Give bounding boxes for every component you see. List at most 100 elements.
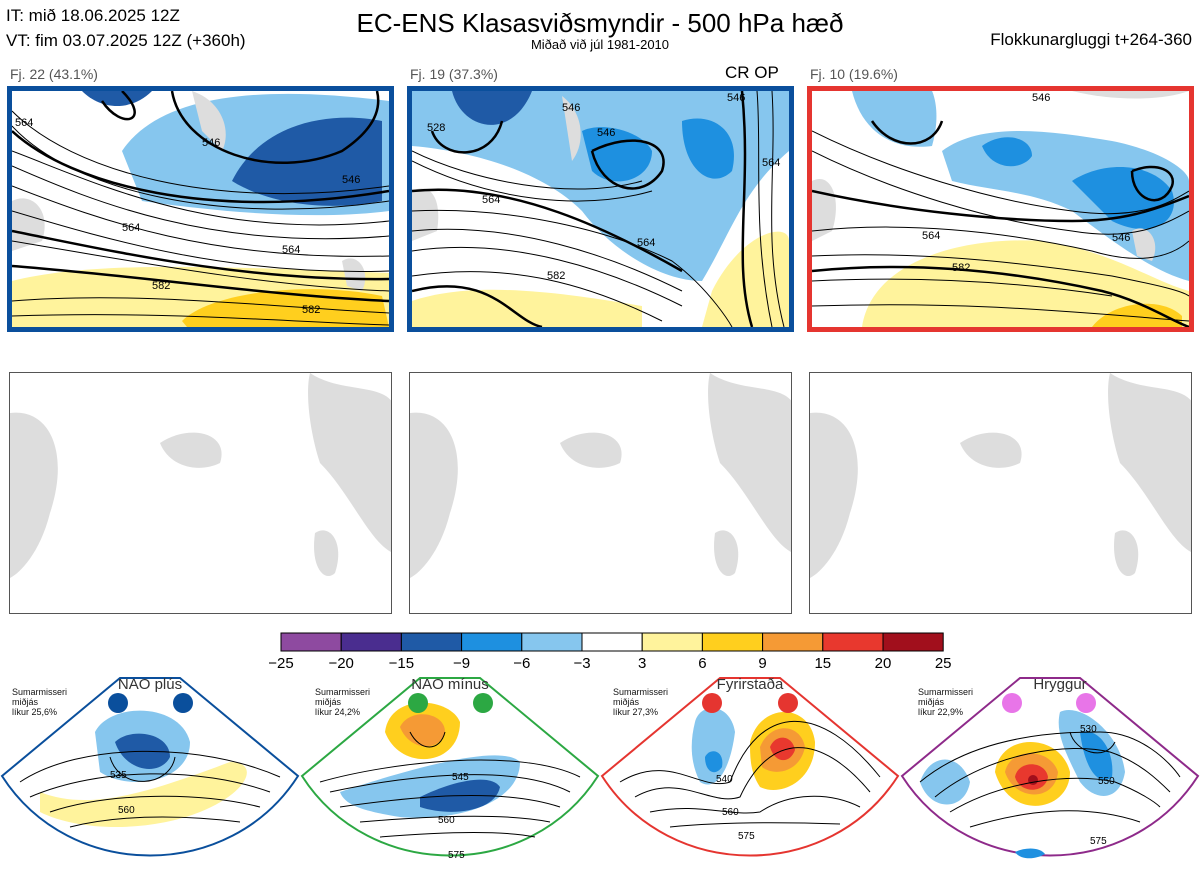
- cluster-map-3-svg: 546 564 582 546: [812, 91, 1189, 327]
- contour-label: 575: [738, 831, 755, 842]
- cluster-map-1: 564 546 546 564 582 582 564: [7, 86, 394, 332]
- contour-label: 560: [722, 807, 739, 818]
- cluster-3-label: Fj. 10 (19.6%): [810, 66, 898, 82]
- header-title-block: EC-ENS Klasasviðsmyndir - 500 hPa hæð Mi…: [0, 8, 1200, 52]
- anomaly-area: [1072, 167, 1174, 230]
- anomaly-area: [412, 289, 642, 327]
- landmass: [1072, 91, 1189, 99]
- colorbar-segment: [461, 632, 523, 652]
- contour-label: 530: [1080, 724, 1097, 735]
- contour-label: 564: [637, 237, 655, 249]
- regime-dot: [1002, 693, 1022, 713]
- contour-label: 560: [438, 815, 455, 826]
- anomaly-area: [982, 137, 1032, 167]
- cluster-map-3: 546 564 582 546: [807, 86, 1194, 332]
- regime-blocking: 540 560 575 Fyrirstaða Sumarmisseri miðjá…: [600, 672, 900, 871]
- colorbar-segment: [521, 632, 583, 652]
- contour-label: 528: [427, 122, 445, 134]
- anomaly-area: [1092, 303, 1182, 327]
- regime-nao-plus-map: 535 560: [0, 677, 300, 857]
- colorbar-segment: [762, 632, 824, 652]
- anomaly-area: [770, 737, 795, 761]
- contour-label: 582: [952, 262, 970, 274]
- landmass: [714, 530, 739, 577]
- anomaly-area: [412, 91, 789, 281]
- anomaly-area: [452, 91, 532, 125]
- colorbar-tick-label: −20: [328, 655, 354, 672]
- landmass: [562, 96, 581, 161]
- landmass: [1108, 373, 1191, 552]
- colorbar-tick-label: 20: [874, 655, 892, 672]
- contour-label: 560: [118, 805, 135, 816]
- regime-dot: [473, 693, 493, 713]
- contour-label: 546: [1032, 92, 1050, 104]
- contour-label: 575: [1090, 836, 1107, 847]
- colorbar-segment: [280, 632, 342, 652]
- colorbar-tick-label: −15: [388, 655, 415, 672]
- regime-description: Sumarmisseri miðjás líkur 22,9%: [918, 687, 974, 717]
- landmass: [192, 91, 226, 151]
- anomaly-area: [82, 91, 152, 106]
- anomaly-area: [691, 708, 735, 785]
- landmass: [960, 432, 1022, 468]
- header-dates: IT: mið 18.06.2025 12Z VT: fim 03.07.202…: [6, 3, 246, 53]
- colorbar: [280, 632, 944, 652]
- cluster-flags: CR OP: [725, 63, 779, 82]
- contour-label: 564: [122, 222, 140, 234]
- contour-label: 546: [342, 174, 360, 186]
- landmass: [10, 412, 58, 578]
- regime-ridge: 530 550 575 Hryggur Sumarmisseri miðjás lí…: [900, 672, 1200, 871]
- colorbar-tick-label: 15: [814, 655, 832, 672]
- regime-dot: [173, 693, 193, 713]
- regime-ridge-map: 530 550 575: [900, 677, 1200, 859]
- regime-title: NAO plús: [117, 676, 183, 693]
- contour-label: 582: [547, 270, 565, 282]
- regime-dot: [778, 693, 798, 713]
- anomaly-area: [400, 714, 445, 747]
- colorbar-tick-label: 25: [934, 655, 952, 672]
- landmass: [308, 373, 391, 552]
- regime-title: Fyrirstaða: [716, 676, 784, 693]
- page-subtitle: Miðað við júl 1981-2010: [530, 37, 670, 52]
- landmass: [314, 530, 339, 577]
- landmass: [560, 432, 622, 468]
- colorbar-segment: [340, 632, 402, 652]
- contour-label: 582: [302, 304, 320, 316]
- landmass: [810, 412, 858, 578]
- contour-label: 582: [152, 280, 170, 292]
- cluster-map-2-svg: 528 546 546 564 564 582 546 564: [412, 91, 789, 327]
- contour-label: 545: [452, 772, 469, 783]
- contour-label: 564: [922, 230, 940, 242]
- contour-label: 564: [15, 117, 33, 129]
- landmass: [708, 373, 791, 552]
- contour-label: 550: [1098, 776, 1115, 787]
- colorbar-tick-label: −25: [268, 655, 294, 672]
- init-time: IT: mið 18.06.2025 12Z: [6, 6, 180, 25]
- anomaly-area: [40, 762, 247, 827]
- landmass: [1132, 228, 1156, 261]
- landmass: [342, 258, 366, 291]
- anomaly-area: [1080, 731, 1113, 780]
- colorbar-tick-label: −9: [453, 655, 471, 672]
- contour-label: 575: [448, 850, 465, 861]
- colorbar-segment: [822, 632, 884, 652]
- contour-label: 564: [282, 244, 300, 256]
- cluster-map-1-svg: 564 546 546 564 582 582 564: [12, 91, 389, 327]
- contour-label: 546: [202, 137, 220, 149]
- page-title: EC-ENS Klasasviðsmyndir - 500 hPa hæð: [356, 8, 844, 38]
- empty-map-1-svg: [10, 373, 391, 578]
- empty-map-2: [409, 372, 792, 614]
- anomaly-area: [852, 91, 937, 147]
- colorbar-segment: [581, 632, 643, 652]
- empty-map-1: [9, 372, 392, 614]
- colorbar-segment: [400, 632, 463, 652]
- cluster-2-label: Fj. 19 (37.3%): [410, 66, 498, 82]
- cluster-map-2: 528 546 546 564 564 582 546 564: [407, 86, 794, 332]
- contour-label: 546: [727, 92, 745, 104]
- landmass: [412, 188, 439, 241]
- regime-description: Sumarmisseri miðjás líkur 25,6%: [12, 687, 68, 717]
- empty-map-2-svg: [410, 373, 791, 578]
- empty-map-3: [809, 372, 1192, 614]
- regime-description: Sumarmisseri miðjás líkur 24,2%: [315, 687, 371, 717]
- regime-nao-minus: 545 560 575 NAO mínus Sumarmisseri miðjás…: [300, 672, 600, 871]
